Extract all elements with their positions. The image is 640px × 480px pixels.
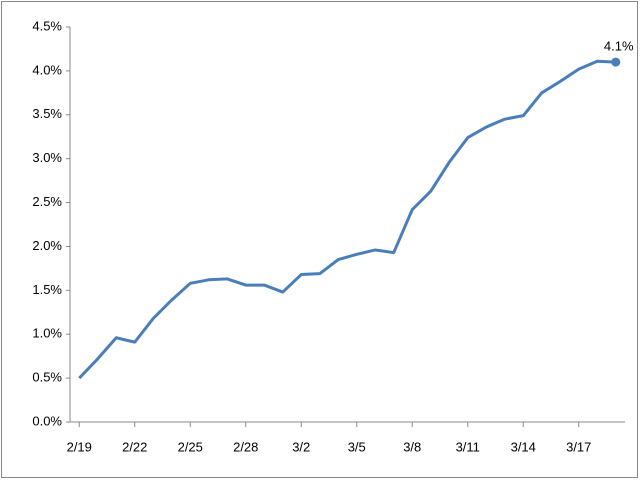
y-tick-label: 1.0% <box>32 326 62 341</box>
y-tick-label: 2.5% <box>32 194 62 209</box>
y-tick-label: 3.5% <box>32 106 62 121</box>
y-tick-label: 0.0% <box>32 413 62 428</box>
x-tick-label: 3/5 <box>348 439 366 454</box>
x-tick-label: 2/28 <box>233 439 258 454</box>
point-marker <box>611 57 621 67</box>
x-tick-label: 3/17 <box>566 439 591 454</box>
y-tick-label: 0.5% <box>32 370 62 385</box>
data-label: 4.1% <box>604 39 634 54</box>
y-tick-label: 4.5% <box>32 18 62 33</box>
line <box>78 59 616 380</box>
y-tick-label: 4.0% <box>32 62 62 77</box>
y-tick-label: 2.0% <box>32 238 62 253</box>
x-tick-label: 3/14 <box>511 439 536 454</box>
x-tick-label: 3/2 <box>292 439 310 454</box>
x-tick-label: 2/19 <box>67 439 92 454</box>
x-tick-label: 2/22 <box>122 439 147 454</box>
x-tick-label: 3/8 <box>403 439 421 454</box>
y-tick-label: 1.5% <box>32 282 62 297</box>
x-tick-label: 2/25 <box>178 439 203 454</box>
y-tick-label: 3.0% <box>32 150 62 165</box>
x-tick-label: 3/11 <box>456 439 480 454</box>
